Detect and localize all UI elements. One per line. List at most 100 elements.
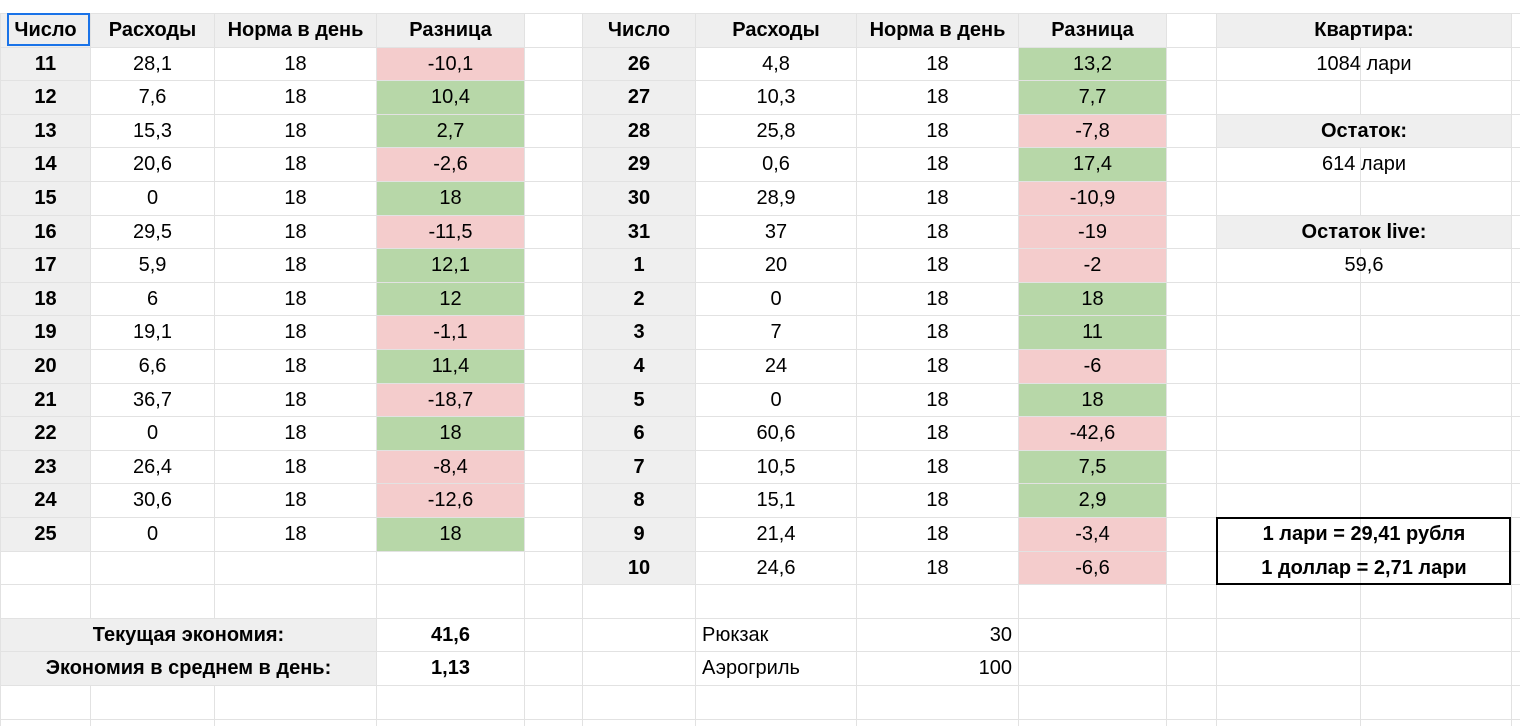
column-header[interactable]: Норма в день	[857, 14, 1018, 47]
expense-cell[interactable]: 5,9	[138, 254, 167, 276]
column-header[interactable]: Разница	[1019, 14, 1166, 47]
avg-savings-value[interactable]: 1,13	[431, 657, 470, 679]
day-cell[interactable]: 31	[583, 216, 695, 248]
expense-cell[interactable]: 6	[146, 287, 159, 310]
balance-value[interactable]: 614 лари	[1321, 153, 1406, 175]
diff-cell[interactable]: 11,4	[377, 350, 524, 383]
planned-cost[interactable]: 100	[978, 657, 1012, 679]
diff-cell[interactable]: -42,6	[1019, 417, 1166, 450]
diff-cell[interactable]: 18	[377, 182, 524, 215]
day-cell[interactable]: 9	[583, 518, 695, 551]
norm-cell[interactable]: 18	[284, 287, 307, 310]
expense-cell[interactable]: 6,6	[138, 355, 167, 377]
day-cell[interactable]: 17	[1, 249, 90, 282]
norm-cell[interactable]: 18	[284, 52, 307, 75]
norm-cell[interactable]: 18	[926, 388, 949, 411]
day-cell[interactable]: 14	[1, 148, 90, 181]
day-cell[interactable]: 11	[1, 48, 90, 80]
norm-cell[interactable]: 18	[284, 86, 307, 108]
day-cell[interactable]: 25	[1, 518, 90, 551]
day-cell[interactable]: 3	[583, 316, 695, 349]
expense-cell[interactable]: 60,6	[756, 422, 796, 444]
norm-cell[interactable]: 18	[284, 388, 307, 411]
planned-cost[interactable]: 30	[989, 623, 1012, 646]
diff-cell[interactable]: -11,5	[377, 216, 524, 248]
expense-cell[interactable]: 28,1	[133, 52, 172, 75]
expense-cell[interactable]: 24,6	[756, 556, 796, 579]
day-cell[interactable]: 27	[583, 81, 695, 114]
norm-cell[interactable]: 18	[926, 556, 949, 579]
norm-cell[interactable]: 18	[284, 355, 307, 377]
expense-cell[interactable]: 20	[764, 254, 788, 276]
apartment-value[interactable]: 1084 лари	[1316, 52, 1412, 75]
rate-lari-rub[interactable]: 1 лари = 29,41 рубля	[1262, 523, 1466, 545]
diff-cell[interactable]: 7,7	[1019, 81, 1166, 114]
expense-cell[interactable]: 24	[764, 355, 788, 377]
expense-cell[interactable]: 0	[146, 187, 159, 209]
day-cell[interactable]: 8	[583, 484, 695, 517]
balance-label[interactable]: Остаток:	[1217, 115, 1511, 147]
diff-cell[interactable]: -6,6	[1019, 552, 1166, 584]
day-cell[interactable]: 12	[1, 81, 90, 114]
day-cell[interactable]: 20	[1, 350, 90, 383]
day-cell[interactable]: 28	[583, 115, 695, 147]
day-cell[interactable]: 15	[1, 182, 90, 215]
diff-cell[interactable]: -2,6	[377, 148, 524, 181]
diff-cell[interactable]: -7,8	[1019, 115, 1166, 147]
day-cell[interactable]: 6	[583, 417, 695, 450]
expense-cell[interactable]: 36,7	[133, 388, 172, 411]
norm-cell[interactable]: 18	[926, 455, 949, 478]
expense-cell[interactable]: 10,5	[756, 455, 796, 478]
day-cell[interactable]: 23	[1, 451, 90, 483]
norm-cell[interactable]: 18	[284, 523, 307, 545]
expense-cell[interactable]: 0,6	[762, 153, 790, 175]
day-cell[interactable]: 26	[583, 48, 695, 80]
norm-cell[interactable]: 18	[926, 86, 949, 108]
diff-cell[interactable]: 18	[1019, 384, 1166, 416]
expense-cell[interactable]: 28,9	[756, 187, 796, 209]
column-header[interactable]: Расходы	[91, 14, 214, 47]
day-cell[interactable]: 29	[583, 148, 695, 181]
diff-cell[interactable]: 18	[377, 518, 524, 551]
norm-cell[interactable]: 18	[284, 153, 307, 175]
expense-cell[interactable]: 4,8	[762, 52, 790, 75]
diff-cell[interactable]: 18	[377, 417, 524, 450]
expense-cell[interactable]: 0	[770, 287, 782, 310]
diff-cell[interactable]: -3,4	[1019, 518, 1166, 551]
norm-cell[interactable]: 18	[926, 355, 949, 377]
norm-cell[interactable]: 18	[926, 52, 949, 75]
norm-cell[interactable]: 18	[284, 220, 307, 243]
norm-cell[interactable]: 18	[926, 254, 949, 276]
expense-cell[interactable]: 25,8	[756, 119, 796, 142]
norm-cell[interactable]: 18	[926, 153, 949, 175]
diff-cell[interactable]: -12,6	[377, 484, 524, 517]
expense-cell[interactable]: 37	[764, 220, 788, 243]
expense-cell[interactable]: 10,3	[756, 86, 796, 108]
diff-cell[interactable]: 11	[1019, 316, 1166, 349]
expense-cell[interactable]: 7,6	[138, 86, 167, 108]
diff-cell[interactable]: -18,7	[377, 384, 524, 416]
diff-cell[interactable]: 12,1	[377, 249, 524, 282]
diff-cell[interactable]: 7,5	[1019, 451, 1166, 483]
expense-cell[interactable]: 0	[770, 388, 782, 411]
day-cell[interactable]: 18	[1, 283, 90, 315]
avg-savings-label[interactable]: Экономия в среднем в день:	[1, 652, 376, 685]
current-savings-label[interactable]: Текущая экономия:	[1, 619, 376, 651]
balance-live-label[interactable]: Остаток live:	[1217, 216, 1511, 248]
column-header[interactable]: Число	[1, 14, 90, 47]
norm-cell[interactable]: 18	[284, 119, 307, 142]
diff-cell[interactable]: 12	[377, 283, 524, 315]
diff-cell[interactable]: 17,4	[1019, 148, 1166, 181]
day-cell[interactable]: 2	[583, 283, 695, 315]
expense-cell[interactable]: 26,4	[133, 455, 172, 478]
norm-cell[interactable]: 18	[926, 220, 949, 243]
expense-cell[interactable]: 7	[770, 321, 782, 343]
norm-cell[interactable]: 18	[284, 187, 307, 209]
norm-cell[interactable]: 18	[926, 523, 949, 545]
norm-cell[interactable]: 18	[926, 187, 949, 209]
diff-cell[interactable]: 10,4	[377, 81, 524, 114]
diff-cell[interactable]: 2,7	[377, 115, 524, 147]
diff-cell[interactable]: 18	[1019, 283, 1166, 315]
norm-cell[interactable]: 18	[926, 422, 949, 444]
day-cell[interactable]: 4	[583, 350, 695, 383]
